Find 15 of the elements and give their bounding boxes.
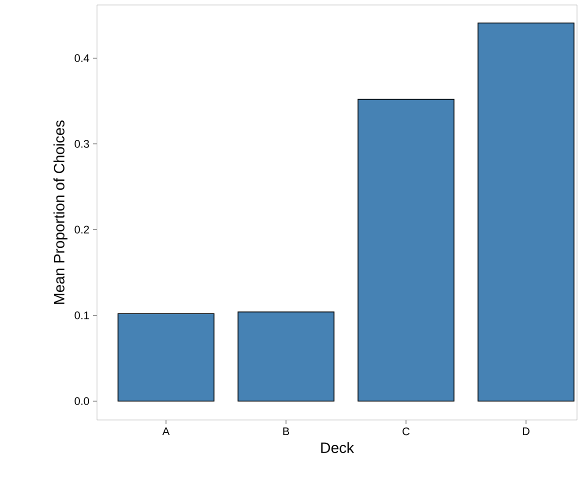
- x-tick-label: B: [283, 428, 290, 436]
- x-axis-title: Deck: [321, 442, 354, 454]
- y-tick-label: 0.2: [74, 226, 89, 234]
- x-tick-label: A: [162, 428, 170, 436]
- bar: [358, 98, 454, 402]
- bar: [478, 22, 574, 402]
- y-axis-title: Mean Proportion of Choices: [53, 120, 68, 304]
- y-tick-label: 0.4: [74, 54, 90, 62]
- y-tick-label: 0.3: [74, 140, 89, 148]
- x-tick-label: D: [522, 428, 530, 436]
- y-tick-label: 0.0: [74, 397, 90, 406]
- bar: [118, 313, 214, 402]
- bar: [238, 312, 334, 402]
- x-tick-label: C: [402, 428, 410, 436]
- y-tick-label: 0.1: [74, 312, 89, 320]
